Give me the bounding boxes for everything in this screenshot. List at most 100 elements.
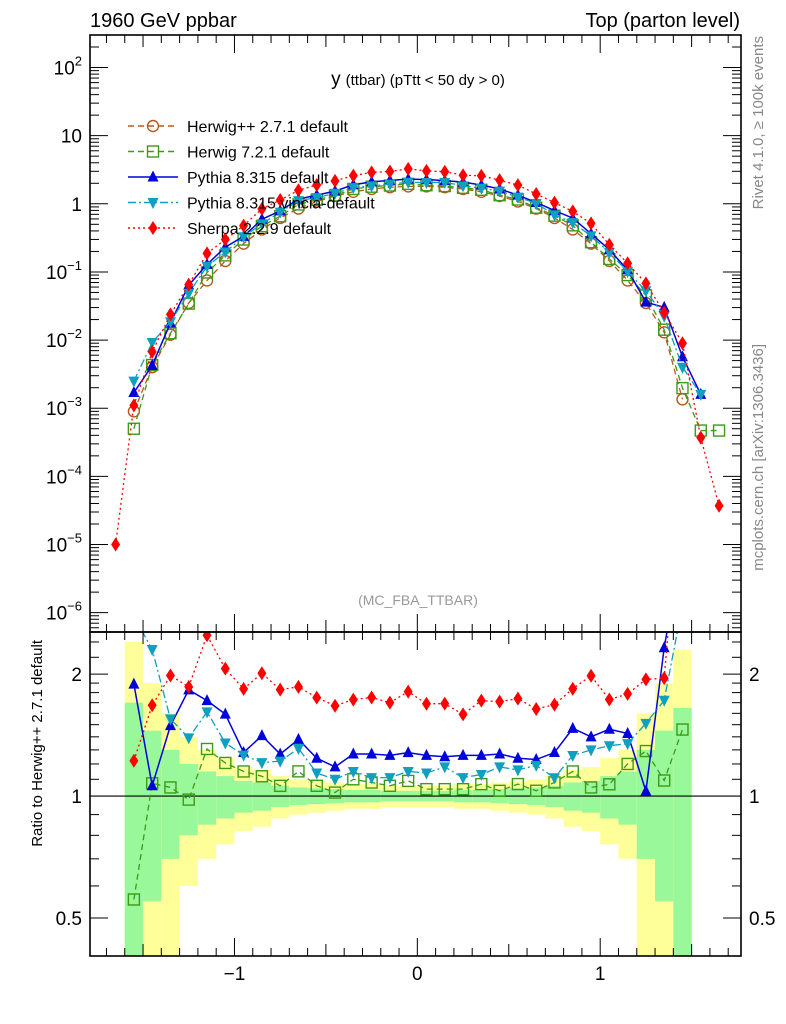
ratio-series-point [622, 727, 634, 739]
main-series-point [402, 177, 414, 189]
ratio-series-point [548, 746, 560, 758]
ratio-series-point [219, 738, 231, 750]
ratio-series-point [129, 753, 139, 768]
legend-marker-triangle-up-icon [147, 170, 159, 182]
main-series-point [348, 168, 358, 183]
ratio-series-point [403, 684, 413, 699]
main-series-point [257, 201, 267, 216]
y-tick-label-base: 10 [46, 263, 67, 284]
legend-item: Pythia 8.315 vincia-default [128, 196, 375, 213]
ratio-series-point [200, 742, 214, 756]
ratio-series-point [183, 733, 195, 745]
ratio-y-tick-label-left: 0.5 [56, 909, 82, 930]
main-series-point [366, 181, 378, 193]
plot-title-rest: (ttbar) (pTtt < 50 dy > 0) [346, 72, 505, 89]
main-series-point [275, 193, 285, 208]
ratio-series-point [657, 774, 671, 787]
main-series-point [311, 193, 323, 205]
main-series-point [695, 389, 707, 401]
ratio-series-point [182, 793, 195, 806]
ratio-series-point [201, 694, 213, 706]
ratio-series-point [347, 766, 359, 778]
legend-item: Sherpa 2.2.9 default [128, 221, 332, 238]
main-series-point [548, 210, 560, 222]
main-series-point [367, 165, 377, 180]
legend-marker-triangle-down-icon [147, 198, 159, 209]
main-series-point [641, 276, 651, 291]
main-series-point [146, 358, 158, 370]
ratio-series-point [677, 600, 688, 611]
main-series-line-4 [114, 168, 720, 545]
ratio-series-line-4 [133, 632, 669, 761]
main-series-point [531, 186, 541, 201]
main-series-point [696, 430, 706, 445]
ratio-ylabel: Ratio to Herwig++ 2.7.1 default [29, 639, 46, 847]
main-series-point [640, 295, 652, 307]
main-series-point [312, 177, 322, 192]
y-tick-label-exp: −1 [67, 258, 82, 273]
ratio-series-point [292, 765, 305, 778]
main-series-point [146, 338, 158, 350]
ratio-series-point [255, 770, 269, 783]
ratio-series-point [640, 718, 652, 730]
main-series-point [712, 424, 726, 437]
main-series-point [256, 219, 268, 231]
ratio-series-point [274, 756, 286, 768]
ratio-series-point [513, 691, 523, 706]
legend-marker-circle-icon [146, 119, 160, 133]
ratio-series-point [311, 768, 323, 780]
ratio-series-point [384, 748, 396, 760]
ratio-series-point [165, 668, 175, 683]
ratio-series-point [311, 751, 323, 763]
main-series-point [623, 256, 633, 271]
main-series-point [603, 247, 615, 259]
ratio-series-point [476, 693, 486, 708]
ratio-series-point [438, 782, 451, 796]
legend-label: Pythia 8.315 vincia-default [187, 196, 375, 213]
y-tick-label-base: 1 [71, 195, 82, 216]
ratio-series-point [420, 748, 432, 760]
ratio-series-point [512, 751, 524, 763]
main-series-point [421, 163, 431, 178]
ratio-series-point [164, 714, 176, 726]
header-left: 1960 GeV ppbar [90, 10, 237, 32]
y-tick-label-base: 10 [46, 604, 67, 625]
legend-label: Pythia 8.315 default [187, 170, 329, 187]
ratio-series-point [621, 757, 634, 771]
y-tick-label: 10−2 [46, 326, 82, 352]
ratio-series-point [128, 677, 140, 689]
ratio-series-point [567, 750, 579, 762]
ratio-series-point [367, 690, 377, 705]
ratio-series-line-1 [133, 729, 684, 900]
ratio-y-tick-label-right: 1 [749, 787, 760, 808]
ratio-series-point [237, 765, 250, 778]
main-series-point [384, 179, 396, 191]
main-series-line-2 [133, 178, 702, 395]
main-series-point [476, 168, 486, 183]
x-tick-label: 1 [595, 964, 606, 985]
ratio-series-point [458, 707, 468, 722]
ratio-series-point [293, 679, 303, 694]
ratio-series-point [329, 774, 341, 786]
ratio-series-point [623, 686, 633, 701]
main-series-point [513, 178, 523, 193]
y-tick-label: 10−4 [46, 462, 82, 488]
ratio-series-point [586, 668, 596, 683]
main-series-point [201, 261, 213, 273]
ratio-y-tick-label-left: 1 [71, 787, 82, 808]
main-series-point [440, 164, 450, 179]
ratio-series-point [495, 694, 505, 709]
ratio-series-point [385, 695, 395, 710]
plot-title: y (ttbar) (pTtt < 50 dy > 0) [331, 69, 505, 90]
y-tick-label: 10−3 [46, 394, 82, 420]
ratio-series-point [256, 729, 268, 741]
band-inner [581, 780, 601, 813]
y-tick-label: 10 [61, 127, 82, 148]
band-inner [143, 730, 162, 902]
ratio-series-point [603, 722, 615, 734]
y-tick-label-exp: −3 [67, 394, 82, 409]
ratio-series-point [493, 784, 506, 798]
main-series-point [202, 246, 212, 261]
x-tick-label: 0 [412, 964, 423, 985]
ratio-series-point [219, 707, 231, 719]
